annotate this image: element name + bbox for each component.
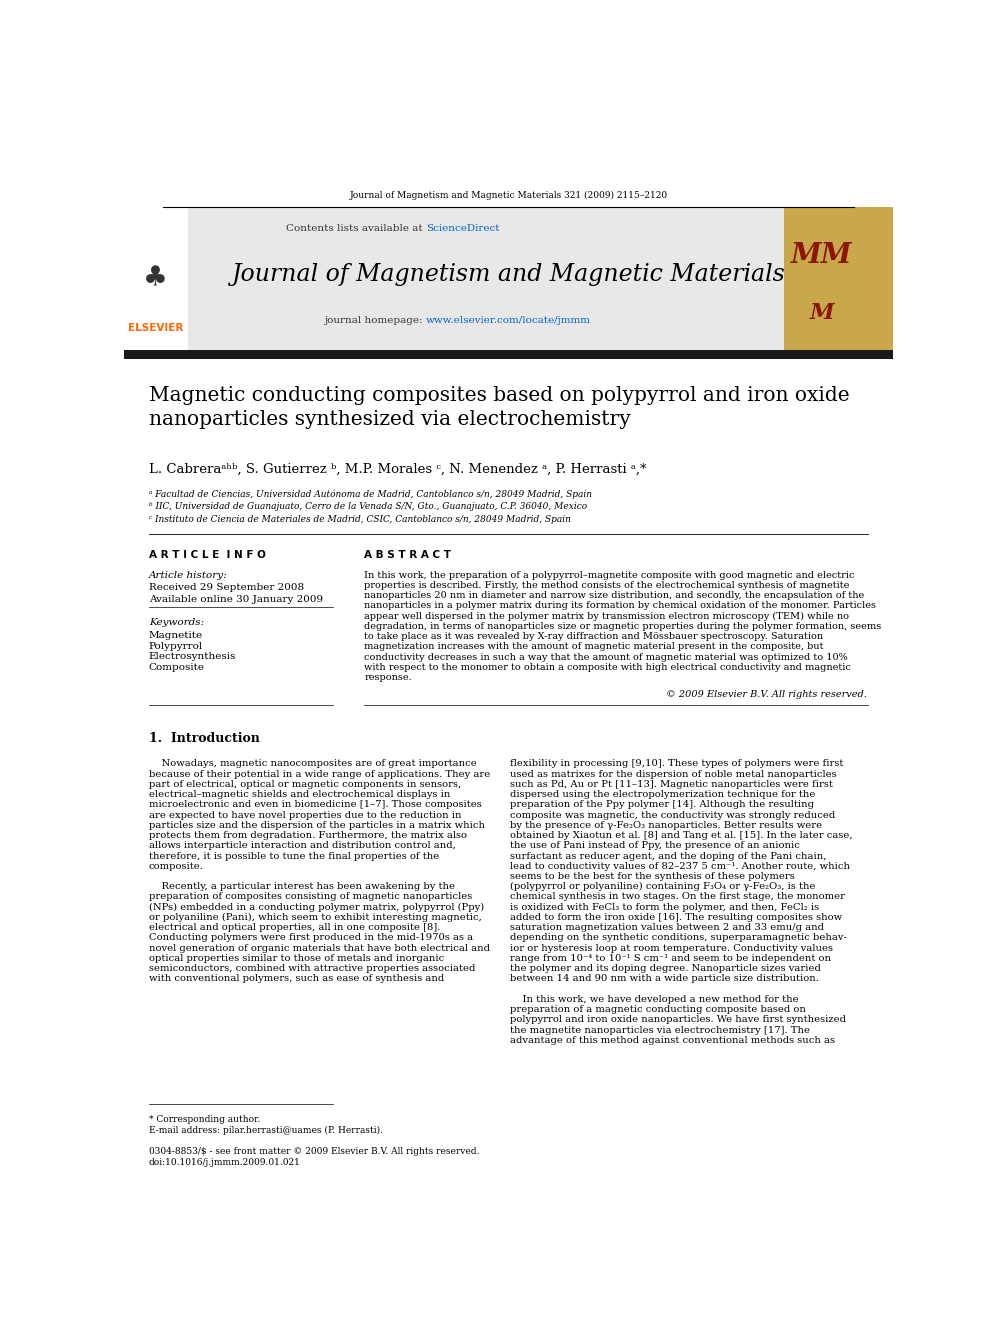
Text: Received 29 September 2008: Received 29 September 2008 [149, 583, 304, 591]
Text: nanoparticles in a polymer matrix during its formation by chemical oxidation of : nanoparticles in a polymer matrix during… [364, 602, 876, 610]
Text: preparation of composites consisting of magnetic nanoparticles: preparation of composites consisting of … [149, 893, 472, 901]
Text: degradation, in terms of nanoparticles size or magnetic properties during the po: degradation, in terms of nanoparticles s… [364, 622, 882, 631]
Text: semiconductors, combined with attractive properties associated: semiconductors, combined with attractive… [149, 964, 475, 974]
Text: therefore, it is possible to tune the final properties of the: therefore, it is possible to tune the fi… [149, 852, 439, 860]
Text: preparation of a magnetic conducting composite based on: preparation of a magnetic conducting com… [510, 1005, 806, 1015]
Text: part of electrical, optical or magnetic components in sensors,: part of electrical, optical or magnetic … [149, 779, 461, 789]
Bar [187, 208, 785, 349]
Text: Composite: Composite [149, 663, 204, 672]
Text: Nowadays, magnetic nanocomposites are of great importance: Nowadays, magnetic nanocomposites are of… [149, 759, 476, 769]
Text: preparation of the Ppy polymer [14]. Although the resulting: preparation of the Ppy polymer [14]. Alt… [510, 800, 814, 810]
Text: to take place as it was revealed by X-ray diffraction and Mössbauer spectroscopy: to take place as it was revealed by X-ra… [364, 632, 823, 642]
Text: range from 10⁻⁴ to 10⁻¹ S cm⁻¹ and seem to be independent on: range from 10⁻⁴ to 10⁻¹ S cm⁻¹ and seem … [510, 954, 831, 963]
Text: between 14 and 90 nm with a wide particle size distribution.: between 14 and 90 nm with a wide particl… [510, 975, 818, 983]
Text: Magnetic conducting composites based on polypyrrol and iron oxide
nanoparticles : Magnetic conducting composites based on … [149, 386, 849, 429]
Text: ♣: ♣ [143, 265, 169, 292]
Text: ᶜ Instituto de Ciencia de Materiales de Madrid, CSIC, Cantoblanco s/n, 28049 Mad: ᶜ Instituto de Ciencia de Materiales de … [149, 515, 570, 524]
Text: advantage of this method against conventional methods such as: advantage of this method against convent… [510, 1036, 835, 1045]
Text: the use of Pani instead of Ppy, the presence of an anionic: the use of Pani instead of Ppy, the pres… [510, 841, 800, 851]
Text: chemical synthesis in two stages. On the first stage, the monomer: chemical synthesis in two stages. On the… [510, 893, 845, 901]
Text: the magnetite nanoparticles via electrochemistry [17]. The: the magnetite nanoparticles via electroc… [510, 1025, 809, 1035]
Text: 1.  Introduction: 1. Introduction [149, 733, 260, 745]
Text: © 2009 Elsevier B.V. All rights reserved.: © 2009 Elsevier B.V. All rights reserved… [666, 691, 866, 699]
Text: protects them from degradation. Furthermore, the matrix also: protects them from degradation. Furtherm… [149, 831, 467, 840]
Text: with respect to the monomer to obtain a composite with high electrical conductiv: with respect to the monomer to obtain a … [364, 663, 851, 672]
Text: the polymer and its doping degree. Nanoparticle sizes varied: the polymer and its doping degree. Nanop… [510, 964, 820, 974]
Text: ELSEVIER: ELSEVIER [128, 323, 184, 333]
Text: ScienceDirect: ScienceDirect [427, 224, 500, 233]
Text: or polyaniline (Pani), which seem to exhibit interesting magnetic,: or polyaniline (Pani), which seem to exh… [149, 913, 482, 922]
Text: polypyrrol and iron oxide nanoparticles. We have first synthesized: polypyrrol and iron oxide nanoparticles.… [510, 1015, 846, 1024]
Text: E-mail address: pilar.herrasti@uames (P. Herrasti).: E-mail address: pilar.herrasti@uames (P.… [149, 1126, 383, 1135]
Text: properties is described. Firstly, the method consists of the electrochemical syn: properties is described. Firstly, the me… [364, 581, 849, 590]
Text: is oxidized with FeCl₃ to form the polymer, and then, FeCl₂ is: is oxidized with FeCl₃ to form the polym… [510, 902, 819, 912]
Text: Available online 30 January 2009: Available online 30 January 2009 [149, 594, 323, 603]
Text: ᵇ IIC, Universidad de Guanajuato, Cerro de la Venada S/N, Gto., Guanajuato, C.P.: ᵇ IIC, Universidad de Guanajuato, Cerro … [149, 503, 587, 511]
Text: added to form the iron oxide [16]. The resulting composites show: added to form the iron oxide [16]. The r… [510, 913, 842, 922]
Text: (polypyrrol or polyaniline) containing F₃O₄ or γ-Fe₂O₃, is the: (polypyrrol or polyaniline) containing F… [510, 882, 815, 892]
Text: obtained by Xiaotun et al. [8] and Tang et al. [15]. In the later case,: obtained by Xiaotun et al. [8] and Tang … [510, 831, 852, 840]
Text: Magnetite: Magnetite [149, 631, 203, 640]
Text: A R T I C L E  I N F O: A R T I C L E I N F O [149, 550, 266, 560]
Text: ᵃ Facultad de Ciencias, Universidad Autónoma de Madrid, Cantoblanco s/n, 28049 M: ᵃ Facultad de Ciencias, Universidad Autó… [149, 490, 592, 499]
Text: electrical–magnetic shields and electrochemical displays in: electrical–magnetic shields and electroc… [149, 790, 450, 799]
Text: with conventional polymers, such as ease of synthesis and: with conventional polymers, such as ease… [149, 975, 444, 983]
Text: magnetization increases with the amount of magnetic material present in the comp: magnetization increases with the amount … [364, 643, 823, 651]
Bar [785, 208, 893, 349]
Text: composite was magnetic, the conductivity was strongly reduced: composite was magnetic, the conductivity… [510, 811, 835, 819]
Text: such as Pd, Au or Pt [11–13]. Magnetic nanoparticles were first: such as Pd, Au or Pt [11–13]. Magnetic n… [510, 779, 833, 789]
Text: allows interparticle interaction and distribution control and,: allows interparticle interaction and dis… [149, 841, 455, 851]
Text: doi:10.1016/j.jmmm.2009.01.021: doi:10.1016/j.jmmm.2009.01.021 [149, 1158, 301, 1167]
Text: because of their potential in a wide range of applications. They are: because of their potential in a wide ran… [149, 770, 490, 779]
Text: L. Cabreraᵃʰᵇ, S. Gutierrez ᵇ, M.P. Morales ᶜ, N. Menendez ᵃ, P. Herrasti ᵃ,*: L. Cabreraᵃʰᵇ, S. Gutierrez ᵇ, M.P. Mora… [149, 463, 647, 476]
Text: Contents lists available at: Contents lists available at [287, 224, 427, 233]
Text: seems to be the best for the synthesis of these polymers: seems to be the best for the synthesis o… [510, 872, 795, 881]
Text: Article history:: Article history: [149, 570, 227, 579]
Text: ior or hysteresis loop at room temperature. Conductivity values: ior or hysteresis loop at room temperatu… [510, 943, 833, 953]
Text: Polypyrrol: Polypyrrol [149, 642, 203, 651]
Text: flexibility in processing [9,10]. These types of polymers were first: flexibility in processing [9,10]. These … [510, 759, 843, 769]
Text: Journal of Magnetism and Magnetic Materials: Journal of Magnetism and Magnetic Materi… [231, 263, 786, 286]
Text: Keywords:: Keywords: [149, 618, 204, 627]
Text: novel generation of organic materials that have both electrical and: novel generation of organic materials th… [149, 943, 490, 953]
Text: by the presence of γ-Fe₂O₃ nanoparticles. Better results were: by the presence of γ-Fe₂O₃ nanoparticles… [510, 820, 822, 830]
Text: depending on the synthetic conditions, superparamagnetic behav-: depending on the synthetic conditions, s… [510, 934, 847, 942]
Bar [124, 208, 187, 349]
Text: In this work, we have developed a new method for the: In this work, we have developed a new me… [510, 995, 799, 1004]
Text: dispersed using the electropolymerization technique for the: dispersed using the electropolymerizatio… [510, 790, 815, 799]
Text: MM: MM [791, 242, 852, 269]
Text: * Corresponding author.: * Corresponding author. [149, 1115, 260, 1125]
Text: appear well dispersed in the polymer matrix by transmission electron microscopy : appear well dispersed in the polymer mat… [364, 611, 849, 620]
Text: In this work, the preparation of a polypyrrol–magnetite composite with good magn: In this work, the preparation of a polyp… [364, 570, 855, 579]
Text: conductivity decreases in such a way that the amount of magnetic material was op: conductivity decreases in such a way tha… [364, 652, 848, 662]
Text: response.: response. [364, 673, 412, 683]
Text: lead to conductivity values of 82–237 5 cm⁻¹. Another route, which: lead to conductivity values of 82–237 5 … [510, 861, 850, 871]
Text: saturation magnetization values between 2 and 33 emu/g and: saturation magnetization values between … [510, 923, 824, 933]
Text: Recently, a particular interest has been awakening by the: Recently, a particular interest has been… [149, 882, 454, 892]
Text: composite.: composite. [149, 861, 203, 871]
Text: are expected to have novel properties due to the reduction in: are expected to have novel properties du… [149, 811, 461, 819]
Text: microelectronic and even in biomedicine [1–7]. Those composites: microelectronic and even in biomedicine … [149, 800, 481, 810]
Text: nanoparticles 20 nm in diameter and narrow size distribution, and secondly, the : nanoparticles 20 nm in diameter and narr… [364, 591, 864, 601]
Text: used as matrixes for the dispersion of noble metal nanoparticles: used as matrixes for the dispersion of n… [510, 770, 836, 779]
Text: www.elsevier.com/locate/jmmm: www.elsevier.com/locate/jmmm [427, 316, 591, 325]
Text: A B S T R A C T: A B S T R A C T [364, 550, 451, 560]
Text: Electrosynthesis: Electrosynthesis [149, 652, 236, 662]
Text: optical properties similar to those of metals and inorganic: optical properties similar to those of m… [149, 954, 444, 963]
Text: (NPs) embedded in a conducting polymer matrix, polypyrrol (Ppy): (NPs) embedded in a conducting polymer m… [149, 902, 484, 912]
Text: journal homepage:: journal homepage: [324, 316, 427, 325]
Text: Journal of Magnetism and Magnetic Materials 321 (2009) 2115–2120: Journal of Magnetism and Magnetic Materi… [349, 191, 668, 200]
Text: particles size and the dispersion of the particles in a matrix which: particles size and the dispersion of the… [149, 820, 485, 830]
Text: electrical and optical properties, all in one composite [8].: electrical and optical properties, all i… [149, 923, 440, 933]
Text: M: M [809, 302, 834, 324]
Text: 0304-8853/$ - see front matter © 2009 Elsevier B.V. All rights reserved.: 0304-8853/$ - see front matter © 2009 El… [149, 1147, 479, 1156]
Text: surfactant as reducer agent, and the doping of the Pani chain,: surfactant as reducer agent, and the dop… [510, 852, 826, 860]
Text: Conducting polymers were first produced in the mid-1970s as a: Conducting polymers were first produced … [149, 934, 473, 942]
Bar [124, 349, 893, 359]
